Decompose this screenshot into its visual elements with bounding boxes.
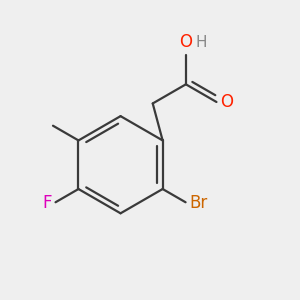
Text: O: O xyxy=(220,93,233,111)
Text: O: O xyxy=(179,33,192,51)
Text: F: F xyxy=(43,194,52,212)
Text: H: H xyxy=(195,35,207,50)
Text: Br: Br xyxy=(189,194,207,212)
